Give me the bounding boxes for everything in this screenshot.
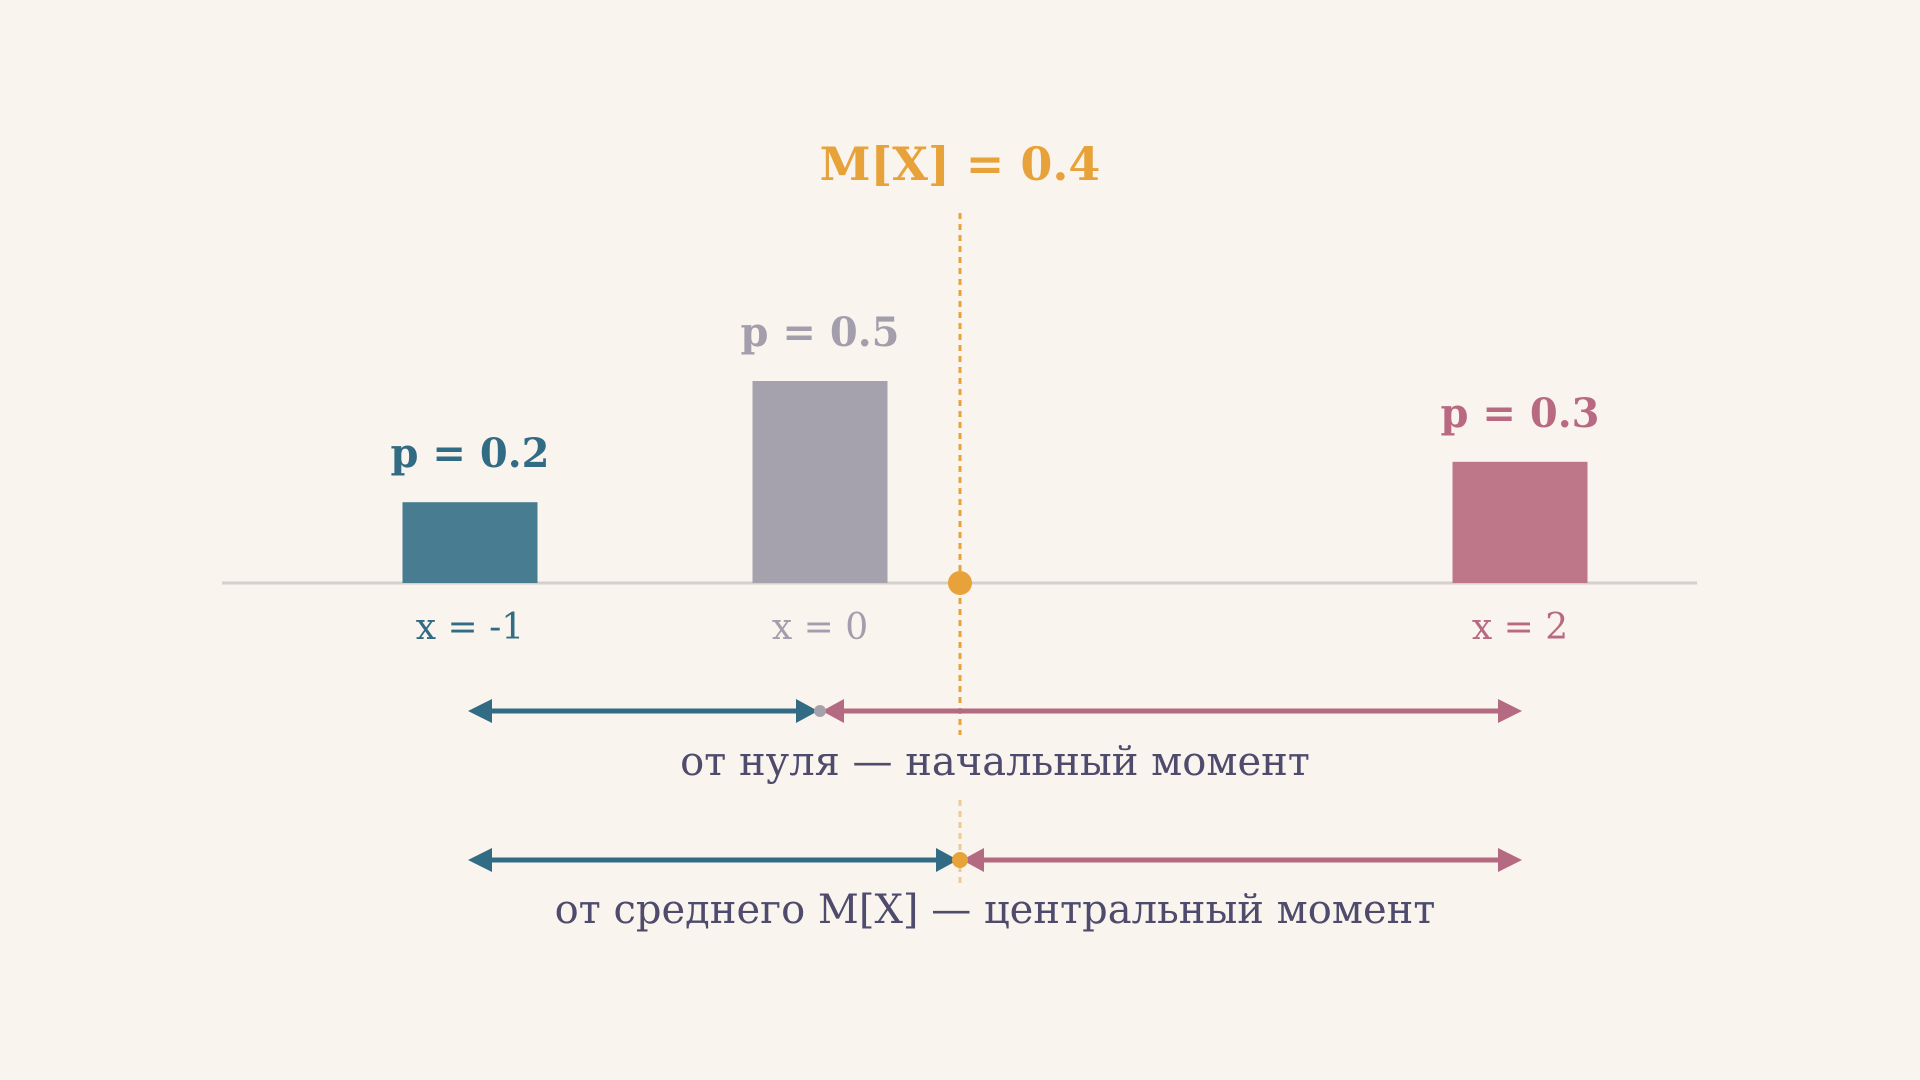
bar-value-label-2: p = 0.5 [741,309,900,356]
origin-dot-2 [952,852,968,868]
arrow-left-head-2 [468,848,492,872]
arrow-left-tip-1 [796,699,818,723]
x-tick-label-1: x = -1 [416,607,524,648]
annotation-raw-moment: от нуля — начальный момент [680,739,1310,785]
bar-value-label-1: p = 0.2 [391,430,550,477]
arrow-right-head-1 [1498,699,1522,723]
origin-dot-1 [814,705,826,717]
x-tick-label-2: x = 0 [772,607,868,648]
arrow-left-head-1 [468,699,492,723]
bar-1 [402,502,538,583]
x-tick-label-3: x = 2 [1472,607,1568,648]
annotation-central-moment: от среднего M[X] — центральный момент [555,887,1436,933]
arrow-right-head-2 [1498,848,1522,872]
bar-2 [752,381,888,583]
mean-dot [948,571,972,595]
arrow-right-tip-2 [962,848,984,872]
bar-value-label-3: p = 0.3 [1441,390,1600,437]
mean-label: M[X] = 0.4 [820,137,1101,191]
arrow-right-tip-1 [822,699,844,723]
arrow-left-tip-2 [936,848,958,872]
bar-3 [1452,461,1588,583]
